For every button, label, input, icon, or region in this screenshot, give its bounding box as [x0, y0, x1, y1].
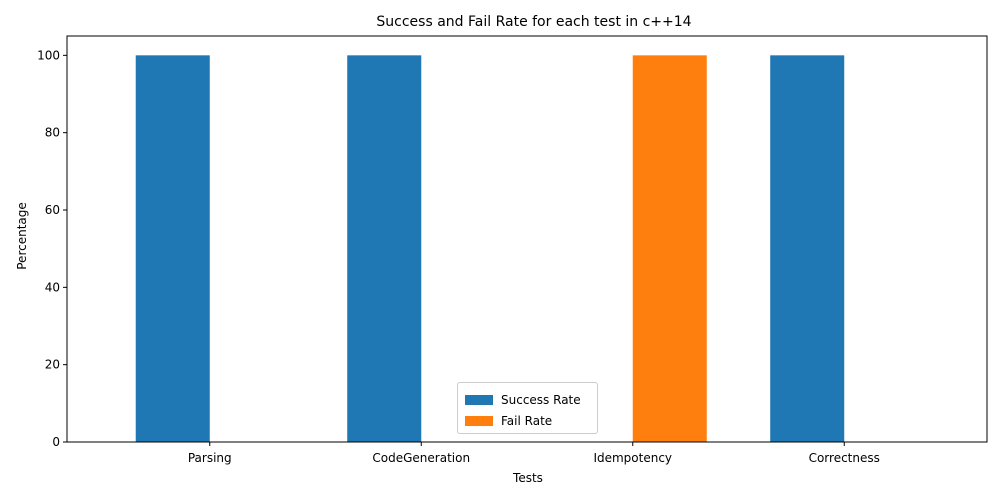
x-tick-label: Correctness: [809, 451, 880, 465]
legend: Success Rate Fail Rate: [457, 382, 598, 434]
bars-layer: [135, 55, 845, 442]
bar-success-correctness: [770, 55, 845, 442]
legend-swatch-success: [465, 395, 493, 405]
y-tick-label: 80: [45, 126, 60, 140]
legend-item-success: Success Rate: [465, 393, 581, 407]
chart-title: Success and Fail Rate for each test in c…: [376, 14, 691, 30]
y-tick-label: 60: [45, 203, 60, 217]
x-tick-label: Parsing: [188, 451, 232, 465]
legend-label-success: Success Rate: [501, 393, 581, 407]
bar-success-parsing: [135, 55, 210, 442]
y-tick-label: 100: [37, 48, 60, 62]
legend-label-fail: Fail Rate: [501, 414, 553, 428]
bar-success-codegeneration: [347, 55, 422, 442]
bar-fail-idempotency: [632, 55, 707, 442]
axes-layer: 0 20 40 60 80 100 Parsing CodeGeneration Idempot…: [37, 35, 988, 465]
y-axis-label: Percentage: [15, 202, 29, 270]
y-tick-label: 20: [45, 358, 60, 372]
y-tick-label: 0: [52, 435, 60, 449]
y-tick-label: 40: [45, 280, 60, 294]
plot-frame: [66, 35, 988, 443]
x-tick-label: Idempotency: [593, 451, 672, 465]
legend-item-fail: Fail Rate: [465, 414, 552, 428]
legend-swatch-fail: [465, 416, 493, 426]
x-axis-label: Tests: [512, 471, 543, 485]
x-tick-label: CodeGeneration: [372, 451, 470, 465]
